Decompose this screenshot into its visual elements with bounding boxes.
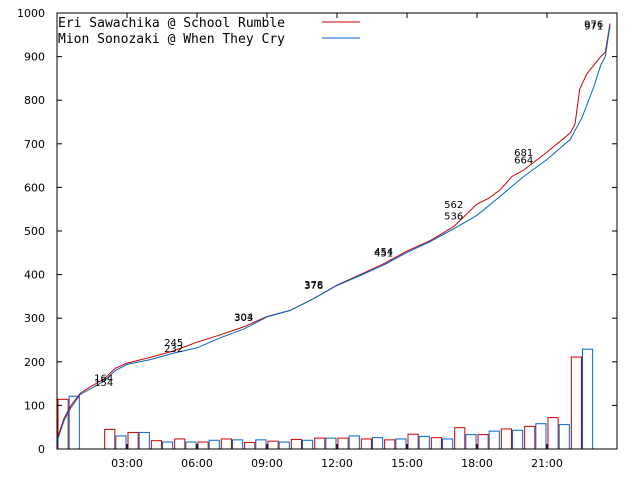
annotation-label: 976 xyxy=(584,19,603,30)
hourly-bar-s1-h7 xyxy=(232,439,244,450)
y-tick-label: 200 xyxy=(24,356,45,369)
x-tick-label: 03:00 xyxy=(111,457,143,470)
hourly-bar-s1-h16 xyxy=(442,438,454,450)
annotation-label: 562 xyxy=(444,200,463,211)
hourly-bar-s1-h22 xyxy=(582,348,594,450)
hourly-bar-s1-h14 xyxy=(395,438,407,450)
annotation-label: 454 xyxy=(374,247,393,258)
y-tick-label: 800 xyxy=(24,94,45,107)
x-tick-label: 12:00 xyxy=(321,457,353,470)
hourly-bars xyxy=(57,348,594,450)
hourly-bar-s0-h11 xyxy=(314,437,326,450)
x-tick-label: 09:00 xyxy=(251,457,283,470)
hourly-bar-s1-h18 xyxy=(488,430,500,450)
y-tick-label: 0 xyxy=(38,443,45,456)
y-tick-label: 900 xyxy=(24,51,45,64)
y-tick-label: 300 xyxy=(24,312,45,325)
hourly-bar-s1-h12 xyxy=(348,435,360,450)
hourly-bar-s1-h21 xyxy=(558,424,570,450)
hourly-bar-s0-h22 xyxy=(570,356,582,450)
x-tick-label: 18:00 xyxy=(461,457,493,470)
hourly-bar-s0-h13 xyxy=(360,438,373,450)
y-tick-label: 500 xyxy=(24,225,45,238)
annotation-label: 154 xyxy=(94,378,113,389)
annotation-label: 971 xyxy=(584,22,603,33)
annotation-label: 451 xyxy=(374,248,393,259)
annotation-label: 378 xyxy=(304,280,323,291)
y-tick-label: 100 xyxy=(24,399,45,412)
y-tick-label: 400 xyxy=(24,269,45,282)
hourly-bar-s1-h10 xyxy=(302,439,314,450)
hourly-bar-s1-h9 xyxy=(278,441,290,450)
hourly-bar-s1-h15 xyxy=(418,435,430,450)
hourly-bar-s1-h0 xyxy=(68,395,80,450)
hourly-bar-s0-h5 xyxy=(174,438,186,450)
annotation-label: 664 xyxy=(514,155,533,166)
annotation-label: 681 xyxy=(514,148,533,159)
x-tick-label: 15:00 xyxy=(391,457,423,470)
hourly-bar-s0-h21 xyxy=(547,417,559,450)
hourly-bar-s1-h3 xyxy=(138,431,150,450)
hourly-bar-s0-h10 xyxy=(290,438,303,450)
series-line-0 xyxy=(56,23,611,450)
hourly-bar-s0-h17 xyxy=(454,427,466,450)
annotation-label: 304 xyxy=(234,312,253,323)
hourly-bar-s0-h8 xyxy=(244,441,256,450)
hourly-bar-s1-h17 xyxy=(465,434,477,450)
hourly-bar-s1-h5 xyxy=(185,441,197,450)
hourly-bar-s1-h20 xyxy=(535,423,547,450)
legend: Eri Sawachika @ School Rumble Mion Sonoz… xyxy=(58,16,360,47)
hourly-bar-s0-h15 xyxy=(407,433,419,450)
hourly-bar-s0-h19 xyxy=(500,428,513,450)
hourly-bar-s0-h12 xyxy=(337,437,349,450)
cumulative-lines xyxy=(56,23,611,450)
annotation-label: 376 xyxy=(304,281,323,292)
x-tick-label: 21:00 xyxy=(531,457,563,470)
hourly-bar-s0-h16 xyxy=(430,437,443,450)
hourly-bar-s0-h7 xyxy=(220,438,232,450)
annotation-label: 164 xyxy=(94,373,113,384)
hourly-bar-s0-h4 xyxy=(150,440,162,450)
plot-frame xyxy=(56,12,618,450)
legend-label-1: Mion Sonozaki @ When They Cry xyxy=(58,32,285,47)
hourly-bar-s0-h20 xyxy=(524,425,536,450)
series-line-1 xyxy=(56,25,611,450)
hourly-bar-s0-h2 xyxy=(104,428,116,450)
annotation-label: 245 xyxy=(164,338,183,349)
hourly-bar-s0-h6 xyxy=(197,441,209,450)
hourly-bar-s1-h2 xyxy=(115,435,127,450)
y-tick-label: 1000 xyxy=(17,7,45,20)
y-tick-label: 700 xyxy=(24,138,45,151)
annotation-label: 232 xyxy=(164,344,183,355)
hourly-bar-s1-h11 xyxy=(325,437,337,450)
hourly-bar-s0-h14 xyxy=(384,439,396,450)
hourly-bar-s1-h4 xyxy=(162,441,174,450)
hourly-bar-s1-h6 xyxy=(208,439,220,450)
hourly-bar-s1-h19 xyxy=(512,429,524,450)
hourly-bar-s0-h3 xyxy=(127,431,139,450)
hourly-bar-s1-h8 xyxy=(255,439,267,450)
annotation-label: 303 xyxy=(234,313,253,324)
y-tick-label: 600 xyxy=(24,181,45,194)
hourly-bar-s1-h13 xyxy=(372,437,384,450)
x-tick-label: 06:00 xyxy=(181,457,213,470)
legend-label-0: Eri Sawachika @ School Rumble xyxy=(58,16,285,31)
hourly-bar-s0-h18 xyxy=(477,434,489,450)
hourly-bar-s0-h9 xyxy=(267,440,279,450)
annotation-label: 536 xyxy=(444,211,463,222)
axes: 0 100 200 300 400 500 600 700 800 900 1000 03:00 06:… xyxy=(17,7,618,470)
